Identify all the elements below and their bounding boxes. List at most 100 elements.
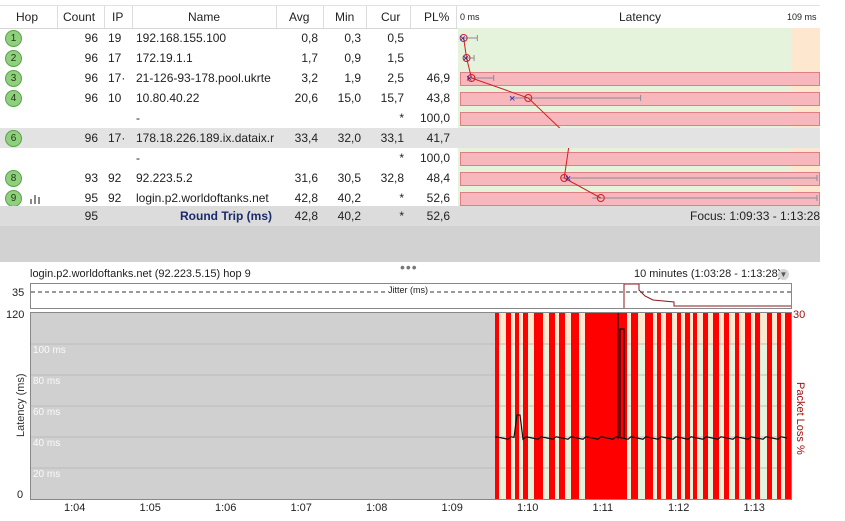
hop-cur: * [399,191,404,205]
current-latency-point: × [466,73,472,85]
jitter-graph: Jitter (ms) [30,283,792,309]
hop-row[interactable]: 1 96 19 192.168.155.100 0,8 0,3 0,5 [0,28,820,48]
jitter-label: Jitter (ms) [386,285,430,295]
hop-number-badge: 9 [5,190,22,207]
x-tick-label: 1:09 [441,502,463,514]
x-tick-label: 1:13 [743,502,765,514]
hop-avg: 1,7 [301,51,318,65]
splitter-handle[interactable]: ••• [400,259,418,275]
packet-loss-bar [685,313,690,499]
hop-row[interactable]: 3 96 17· 21-126-93-178.pool.ukrte 3,2 1,9 2,5 4… [0,68,820,88]
x-tick-label: 1:06 [215,502,237,514]
hop-count: 96 [84,71,98,85]
avg-latency-route [463,37,602,199]
hop-avg: 3,2 [301,71,318,85]
current-latency-point: × [509,93,515,105]
summary-cur: * [399,209,404,223]
hop-ip: 19 [108,31,122,45]
hop-number-badge: 4 [5,90,22,107]
hop-avg: 33,4 [294,131,318,145]
loss-axis-label: Packet Loss % [794,382,806,455]
hop-cur: 1,5 [387,51,404,65]
x-tick-label: 1:11 [592,502,614,514]
hop-name: - [136,111,140,125]
y-axis-bottom: 0 [17,489,24,501]
packet-loss-block [587,313,627,499]
latency-graph: ×××××× [458,28,820,206]
hop-pl: 52,6 [426,191,450,205]
col-count[interactable]: Count [63,10,96,24]
hop-name: 21-126-93-178.pool.ukrte [136,71,271,85]
x-tick-label: 1:04 [64,502,86,514]
hop-table-header: Hop Count IP Name Avg Min Cur PL% 0 ms L… [0,5,820,29]
avg-latency-point [467,74,476,82]
hop-number-badge: 6 [5,130,22,147]
packet-loss-bar [460,152,820,166]
col-cur[interactable]: Cur [381,10,401,24]
col-ip[interactable]: IP [112,10,124,24]
hop-min: 15,0 [337,91,361,105]
latency-max-label: 109 ms [787,12,817,22]
hop-avg: 20,6 [294,91,318,105]
packet-loss-bar [559,313,565,499]
hop-count: 95 [84,191,98,205]
packet-loss-bar [631,313,638,499]
hop-row[interactable]: 6 96 17· 178.18.226.189.ix.dataix.ru 33,4 32,… [0,128,820,148]
hop-pl: 100,0 [419,151,450,165]
hop-min: 0,3 [344,31,361,45]
hop-row[interactable]: 9 95 92 login.p2.worldoftanks.net 42,8 40,2 * 5… [0,188,820,208]
chevron-down-icon[interactable]: ▼ [778,269,789,280]
col-hop[interactable]: Hop [16,10,39,24]
hop-ip: 17· [108,71,126,85]
packet-loss-bar [460,92,820,106]
col-latency[interactable]: Latency [619,10,662,24]
hop-row[interactable]: - * 100,0 [0,148,820,168]
high-latency-band [496,313,791,345]
packet-loss-bar [460,192,820,206]
summary-count: 95 [84,209,98,223]
hop-name: login.p2.worldoftanks.net [136,191,269,205]
hop-min: 0,9 [344,51,361,65]
x-tick-label: 1:07 [290,502,312,514]
x-tick-label: 1:10 [517,502,539,514]
hop-ip: 17· [108,131,126,145]
hop-pl: 43,8 [426,91,450,105]
packet-loss-bar [645,313,653,499]
hop-number-badge: 2 [5,50,22,67]
bar-chart-icon[interactable] [30,193,42,204]
latency-min-label: 0 ms [460,12,480,22]
hop-ip: 17 [108,51,122,65]
hop-cur: 15,7 [380,91,404,105]
hop-name: 172.19.1.1 [136,51,193,65]
hop-pl: 41,7 [426,131,450,145]
packet-loss-bar [745,313,751,499]
hop-row[interactable]: 8 93 92 92.223.5.2 31,6 30,5 32,8 48,4 [0,168,820,188]
summary-row: 95 Round Trip (ms) 42,8 40,2 * 52,6 Focu… [0,206,820,226]
time-range[interactable]: 10 minutes (1:03:28 - 1:13:28) [634,268,782,280]
ms-label-60: 60 ms [33,407,61,418]
col-min[interactable]: Min [335,10,355,24]
avg-latency-point [462,54,471,62]
hop-min: 30,5 [337,171,361,185]
packet-loss-bar [460,112,820,126]
hop-min: 1,9 [344,71,361,85]
hop-ip: 92 [108,171,122,185]
summary-label: Round Trip (ms) [180,209,272,223]
col-name[interactable]: Name [188,10,221,24]
latency-spike [619,328,625,438]
hop-row[interactable]: 4 96 10 10.80.40.22 20,6 15,0 15,7 43,8 [0,88,820,108]
hop-min: 40,2 [337,191,361,205]
hop-min: 32,0 [337,131,361,145]
packet-loss-bar [549,313,555,499]
hop-row[interactable]: - * 100,0 [0,108,820,128]
col-avg[interactable]: Avg [289,10,310,24]
col-pl[interactable]: PL% [424,10,450,24]
packet-loss-bar [657,313,661,499]
hop-count: 93 [84,171,98,185]
current-latency-point: × [459,33,465,45]
hop-name: 92.223.5.2 [136,171,193,185]
hop-row[interactable]: 2 96 17 172.19.1.1 1,7 0,9 1,5 [0,48,820,68]
packet-loss-bar [515,313,519,499]
packet-loss-bar [666,313,672,499]
packet-loss-bar [523,313,528,499]
